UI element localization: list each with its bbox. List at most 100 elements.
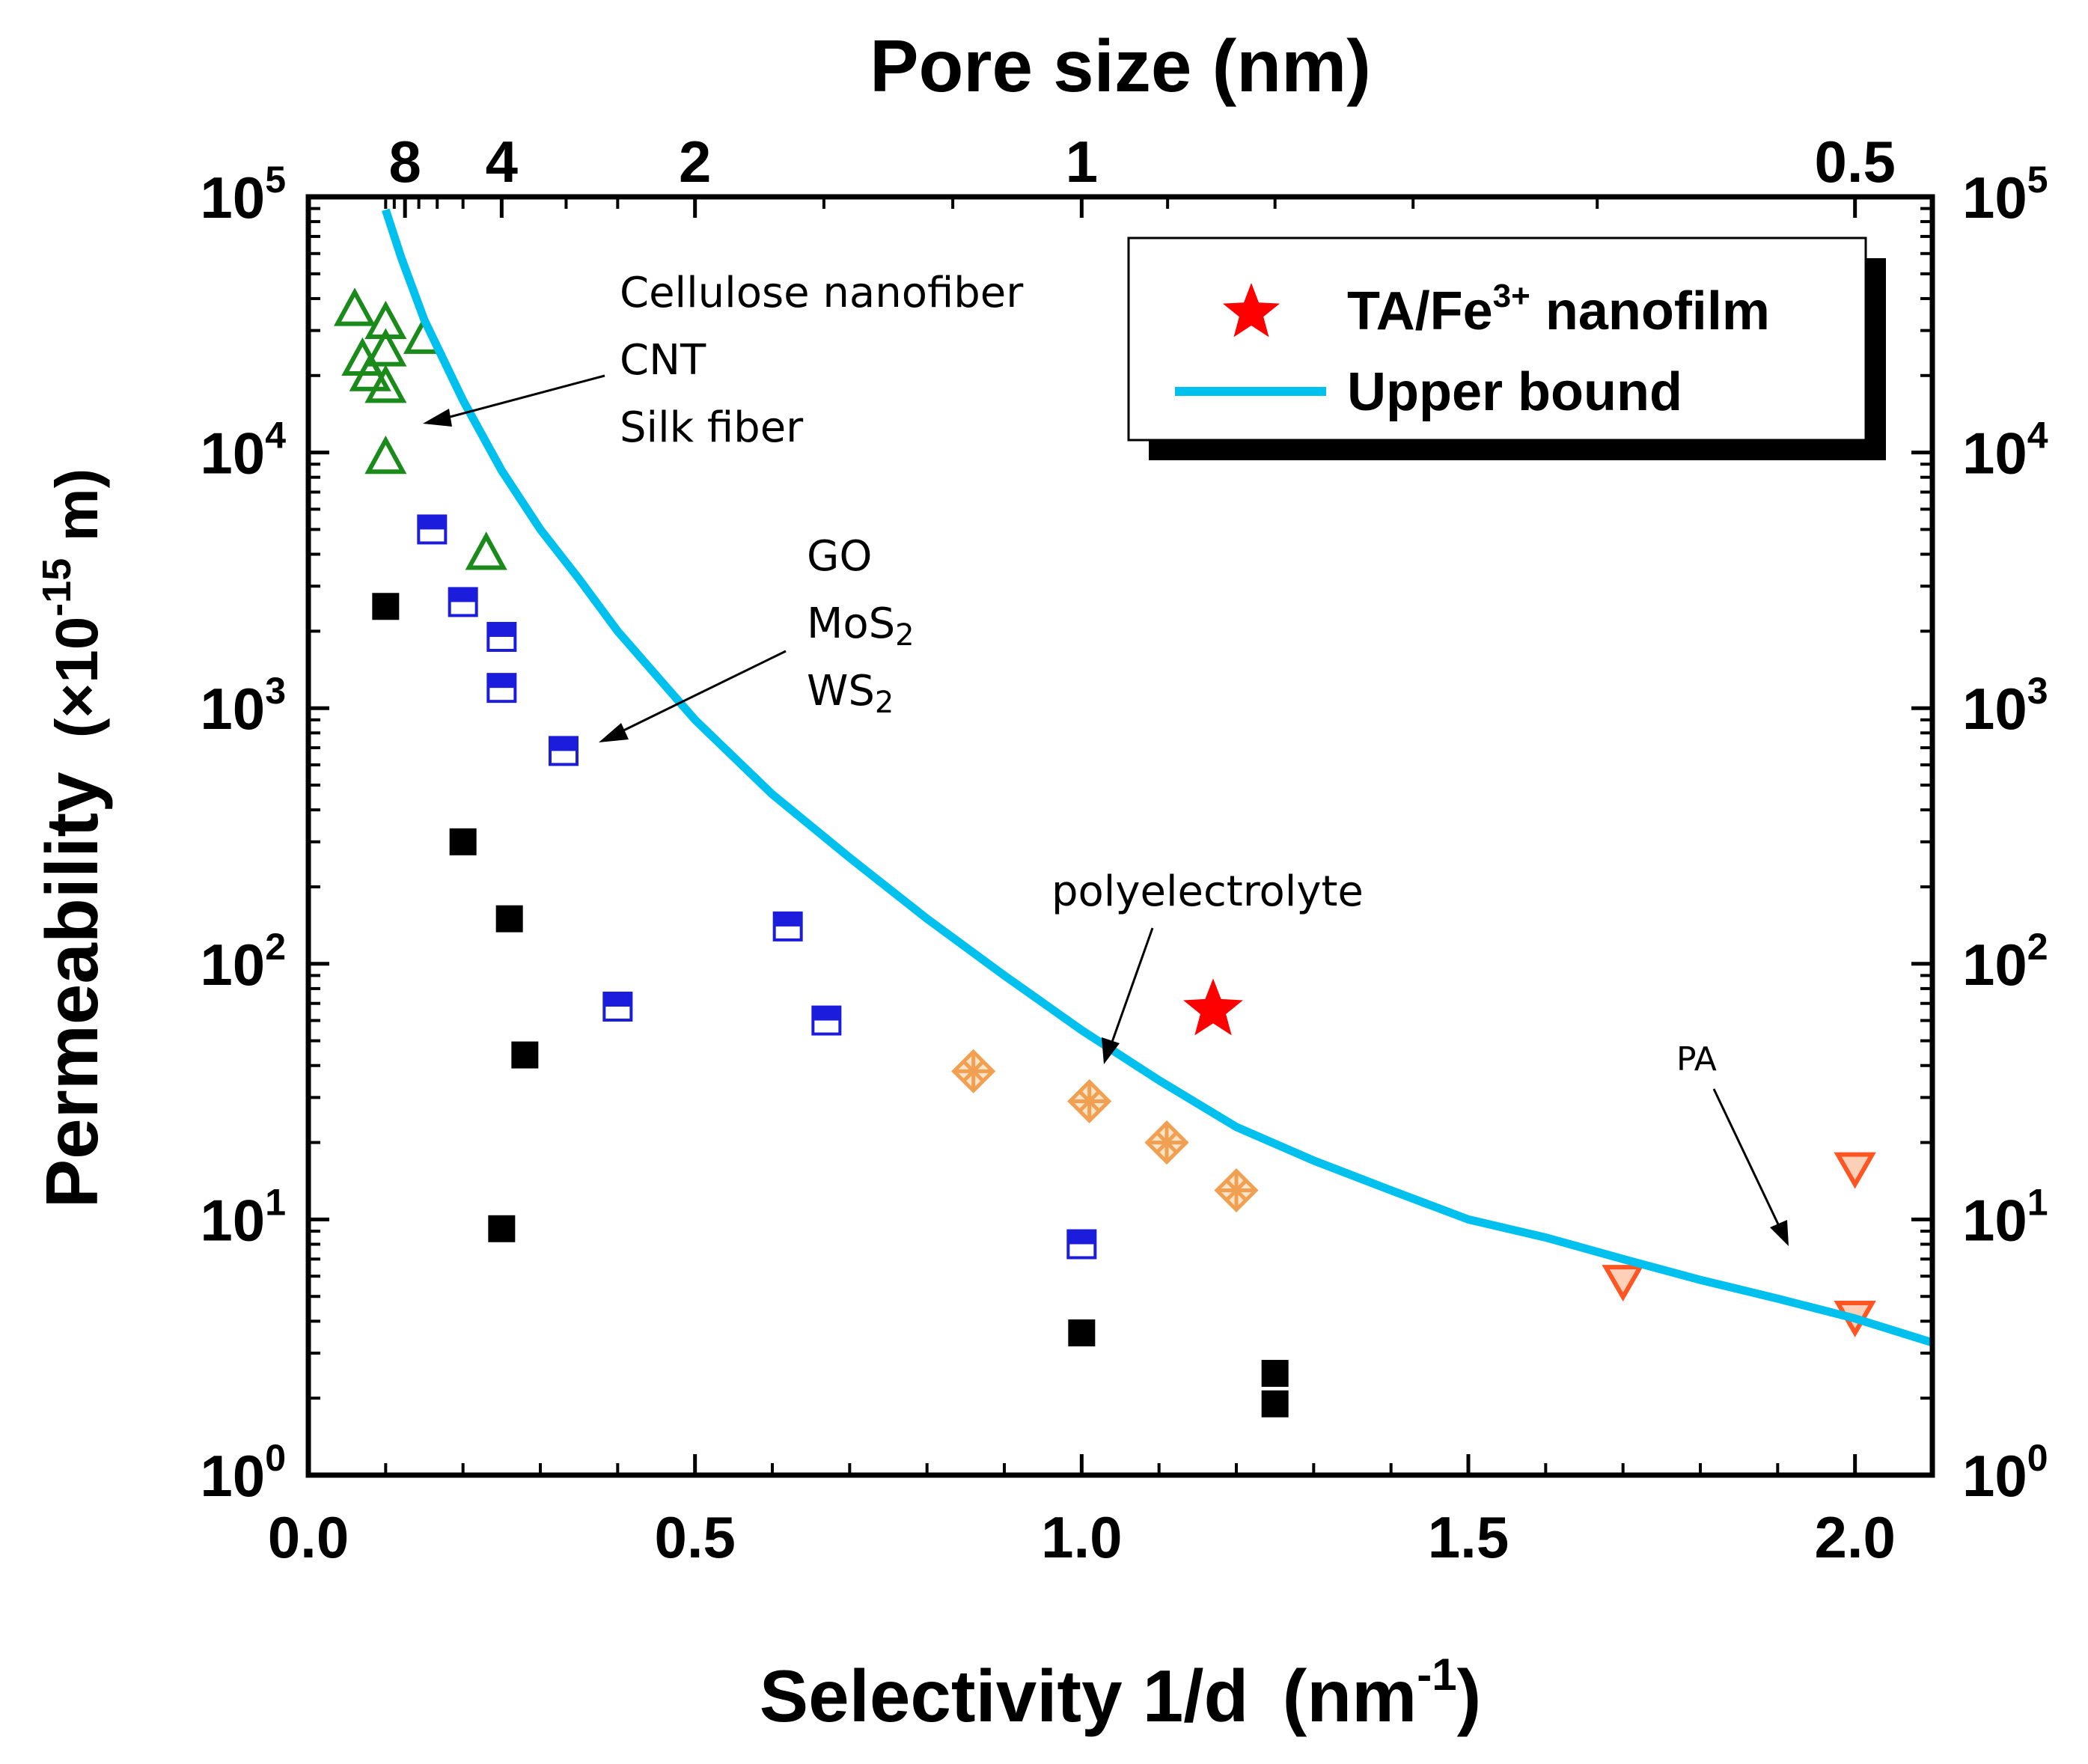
y-tick-label-left: 103 — [200, 670, 286, 742]
y-tick-label-base: 10 — [1962, 932, 2027, 998]
y-tick-label-base: 10 — [200, 421, 265, 486]
y-tick-label-exp: 4 — [2027, 415, 2048, 457]
marker-triangle-up — [364, 364, 407, 403]
y-tick-label-base: 10 — [200, 1443, 265, 1509]
annotation-go: GO MoS2 WS2 — [599, 532, 915, 742]
marker-square-half-fill — [449, 588, 477, 602]
x-axis-title-unit-sup: -1 — [1417, 1649, 1456, 1700]
y-tick-label-exp: 4 — [265, 415, 286, 457]
marker-square-half-fill — [488, 623, 516, 637]
top-axis-title: Pore size (nm) — [870, 25, 1371, 107]
annotation-go-line1: GO — [807, 532, 872, 581]
legend-label-tafe-main: TA/Fe — [1347, 281, 1493, 341]
annotation-go-line3-sub: 2 — [875, 686, 894, 720]
annotation-go-arrow — [617, 650, 787, 735]
y-tick-label-right: 100 — [1962, 1437, 2048, 1509]
marker-crosshatch-lines — [1147, 1123, 1186, 1162]
upper-bound-layer — [382, 208, 1932, 1347]
y-tick-label-exp: 1 — [2027, 1181, 2048, 1223]
annotation-pa-text: PA — [1676, 1040, 1717, 1078]
marker-square-filled — [372, 593, 400, 620]
y-tick-label-right: 104 — [1962, 415, 2048, 486]
marker-square-filled — [488, 1215, 516, 1242]
marker-square-filled — [1068, 1319, 1096, 1346]
marker-square-half-fill — [604, 993, 632, 1007]
x-axis-title-unit-close: ) — [1457, 1655, 1482, 1737]
y-tick-label-base: 10 — [1962, 1187, 2027, 1253]
marker-square-filled — [1261, 1390, 1289, 1417]
annotation-polyelectrolyte: polyelectrolyte — [1051, 867, 1364, 1064]
x-tick-label: 0.0 — [268, 1504, 349, 1570]
marker-square-half-fill — [1068, 1230, 1096, 1245]
legend-box — [1127, 236, 1867, 442]
top-tick-label: 8 — [388, 129, 421, 195]
annotation-poly-arrow — [1110, 927, 1154, 1045]
annotation-cellulose-line3: Silk fiber — [620, 403, 804, 452]
annotation-go-arrowhead — [599, 723, 629, 742]
y-tick-label-base: 10 — [200, 165, 265, 231]
marker-crosshatch-lines — [1217, 1171, 1256, 1210]
y-tick-label-base: 10 — [1962, 165, 2027, 231]
x-axis-title-unit: (nm — [1283, 1655, 1417, 1737]
top-tick-label: 2 — [679, 129, 711, 195]
legend-label-tafe: TA/Fe3+ nanofilm — [1347, 278, 1770, 341]
x-tick-label: 0.5 — [654, 1504, 735, 1570]
y-tick-label-left: 104 — [200, 415, 286, 486]
y-tick-label-exp: 2 — [265, 926, 286, 968]
annotation-cellulose-arrow — [441, 374, 605, 421]
y-tick-label-left: 102 — [200, 926, 286, 998]
top-tick-label: 1 — [1066, 129, 1098, 195]
y-axis-title: Permeability (×10-15 m) — [31, 469, 113, 1208]
y-tick-label-left: 105 — [200, 159, 286, 231]
y-tick-label-exp: 1 — [265, 1181, 286, 1223]
annotation-cellulose-line1: Cellulose nanofiber — [620, 269, 1024, 317]
marker-square-half-fill — [813, 1007, 840, 1021]
y-tick-label-exp: 0 — [265, 1437, 286, 1479]
annotation-go-line2: MoS2 — [807, 599, 915, 653]
y-tick-label-base: 10 — [1962, 676, 2027, 742]
y-axis-title-unit: (×10 — [43, 617, 110, 738]
annotation-pa-arrow — [1712, 1088, 1781, 1228]
y-tick-label-right: 105 — [1962, 159, 2048, 231]
marker-square-half-fill — [774, 912, 802, 927]
annotation-go-line3: WS2 — [807, 667, 894, 720]
y-tick-label-base: 10 — [200, 932, 265, 998]
annotation-pa-arrowhead — [1770, 1220, 1789, 1246]
annotation-pa: PA — [1676, 1040, 1789, 1246]
y-axis-title-unit-sup: -15 — [34, 558, 79, 617]
y-tick-label-right: 103 — [1962, 670, 2048, 742]
y-tick-label-exp: 3 — [265, 670, 286, 712]
y-tick-label-exp: 3 — [2027, 670, 2048, 712]
y-tick-label-exp: 0 — [2027, 1437, 2048, 1479]
y-tick-label-exp: 5 — [2027, 159, 2048, 201]
y-tick-label-left: 101 — [200, 1181, 286, 1253]
x-tick-label: 1.5 — [1428, 1504, 1509, 1570]
marker-star — [1183, 978, 1243, 1036]
marker-square-half-fill — [550, 737, 577, 751]
x-tick-label: 1.0 — [1041, 1504, 1122, 1570]
x-axis-title-main: Selectivity 1/d — [760, 1655, 1249, 1737]
y-axis-title-main: Permeability — [31, 772, 113, 1208]
legend-label-tafe-sup: 3+ — [1493, 278, 1530, 314]
y-axis-title-unit-end: m) — [43, 469, 110, 558]
y-tick-label-exp: 5 — [265, 159, 286, 201]
annotation-cellulose-line2: CNT — [620, 336, 706, 385]
y-tick-label-exp: 2 — [2027, 926, 2048, 968]
y-tick-label-base: 10 — [1962, 1443, 2027, 1509]
marker-square-half-fill — [488, 674, 516, 689]
marker-triangle-down — [1834, 1152, 1876, 1189]
data-layer — [333, 287, 1876, 1417]
y-tick-label-base: 10 — [1962, 421, 2027, 486]
marker-triangle-down — [1602, 1265, 1644, 1302]
x-tick-label: 2.0 — [1814, 1504, 1895, 1570]
legend-label-tafe-suffix: nanofilm — [1530, 281, 1770, 341]
legend: TA/Fe3+ nanofilm Upper bound — [1127, 236, 1886, 460]
marker-triangle-up — [333, 287, 376, 326]
y-tick-label-left: 100 — [200, 1437, 286, 1509]
annotation-poly-arrowhead — [1102, 1037, 1120, 1064]
upper-bound-curve — [382, 208, 1932, 1347]
annotation-cellulose-arrowhead — [423, 409, 452, 427]
marker-square-half-fill — [418, 516, 446, 530]
